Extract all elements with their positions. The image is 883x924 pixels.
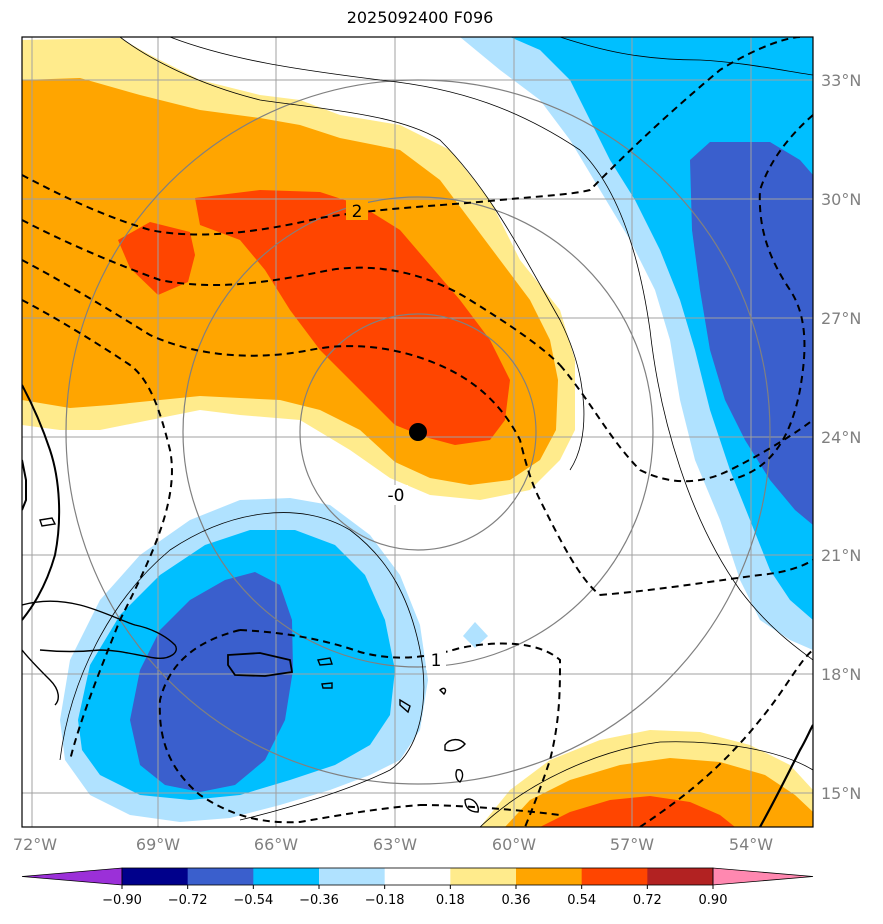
colorbar-swatch <box>319 868 386 885</box>
map-frame <box>21 36 814 828</box>
lat-label: 30°N <box>821 190 861 209</box>
dashed-contours <box>22 37 813 827</box>
lat-label: 21°N <box>821 546 861 565</box>
colorbar-tick-label: 0.90 <box>699 893 728 908</box>
coastlines <box>22 384 813 827</box>
colorbar-swatch <box>384 868 451 885</box>
lon-label: 54°W <box>729 835 773 854</box>
longitude-axis: 72°W 69°W 66°W 63°W 60°W 57°W 54°W <box>13 835 773 854</box>
colorbar-tick-label: −0.36 <box>299 893 339 908</box>
negative-anomaly-southwest <box>60 498 488 822</box>
contour-label-1: 1 <box>431 651 442 671</box>
lon-label: 63°W <box>373 835 417 854</box>
colorbar-tick-label: 0.36 <box>502 893 531 908</box>
colorbar-tick-label: 0.54 <box>567 893 596 908</box>
lat-label: 24°N <box>821 428 861 447</box>
lat-label: 33°N <box>821 71 861 90</box>
lon-label: 57°W <box>610 835 654 854</box>
contour-label-minus0: -0 <box>388 486 405 506</box>
range-rings <box>65 79 771 785</box>
lat-label: 15°N <box>821 784 861 803</box>
colorbar-swatch <box>122 868 189 885</box>
colorbar-swatch <box>253 868 320 885</box>
lat-label: 27°N <box>821 309 861 328</box>
colorbar-tick-label: −0.90 <box>102 893 142 908</box>
colorbar-swatch <box>450 868 517 885</box>
thin-contours <box>59 37 813 827</box>
colorbar-frame <box>121 867 714 886</box>
colorbar-tick-label: −0.72 <box>168 893 208 908</box>
colorbar-swatch <box>647 868 714 885</box>
storm-center-marker <box>409 423 427 441</box>
map-plot-area: 2 -0 1 <box>22 37 813 827</box>
colorbar-swatch <box>516 868 583 885</box>
colorbar-extend-high <box>712 867 814 886</box>
contour-label-2: 2 <box>352 202 363 222</box>
lon-label: 69°W <box>136 835 180 854</box>
colorbar-extend-low <box>21 867 123 886</box>
latitude-axis: 33°N 30°N 27°N 24°N 21°N 18°N 15°N <box>821 71 861 803</box>
colorbar-tick-label: 0.18 <box>436 893 465 908</box>
colorbar-swatch <box>581 868 648 885</box>
positive-anomaly-north <box>22 38 575 500</box>
contour-labels: 2 -0 1 <box>346 200 446 671</box>
lon-label: 66°W <box>254 835 298 854</box>
colorbar-swatch <box>187 868 254 885</box>
colorbar: −0.90 −0.72 −0.54 −0.36 −0.18 0.18 0.36 0.54 0.7… <box>21 867 814 908</box>
lon-label: 60°W <box>492 835 536 854</box>
lon-label: 72°W <box>13 835 57 854</box>
colorbar-tick-label: −0.54 <box>233 893 273 908</box>
colorbar-tick-label: −0.18 <box>365 893 405 908</box>
lat-label: 18°N <box>821 665 861 684</box>
map-title: 2025092400 F096 <box>346 8 494 27</box>
colorbar-tick-label: 0.72 <box>633 893 662 908</box>
